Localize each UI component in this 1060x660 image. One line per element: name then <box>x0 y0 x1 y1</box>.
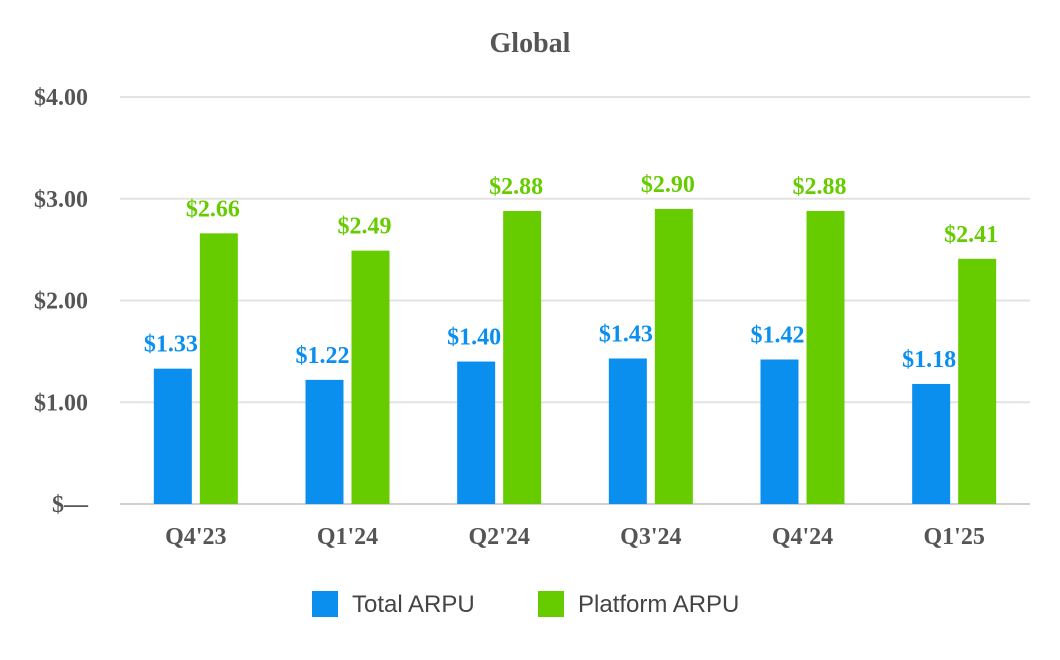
legend-swatch-total-arpu <box>312 591 338 617</box>
gridlines <box>120 96 1030 505</box>
data-label-platform-arpu: $2.41 <box>944 222 998 248</box>
bar-total-arpu <box>457 361 496 504</box>
data-label-platform-arpu: $2.66 <box>186 196 240 222</box>
bar-total-arpu <box>153 368 192 504</box>
data-label-platform-arpu: $2.90 <box>641 172 695 198</box>
x-tick-label: Q2'24 <box>468 524 529 550</box>
legend: Total ARPU Platform ARPU <box>312 591 739 618</box>
y-tick-label: $4.00 <box>34 85 88 111</box>
bar-total-arpu <box>760 359 799 504</box>
y-tick-label: $— <box>52 492 89 518</box>
bar-platform-arpu <box>351 250 390 504</box>
data-label-total-arpu: $1.33 <box>144 332 198 358</box>
data-labels: $1.33 $2.66 $1.22 $2.49 $1.40 $2.88 $1.43 $2.90… <box>144 172 998 373</box>
bar-total-arpu <box>305 379 344 504</box>
data-label-total-arpu: $1.18 <box>902 347 956 373</box>
x-tick-label: Q4'23 <box>165 524 226 550</box>
x-tick-label: Q1'24 <box>317 524 378 550</box>
data-label-total-arpu: $1.43 <box>599 321 653 347</box>
legend-label-platform-arpu: Platform ARPU <box>578 591 739 618</box>
x-axis-ticks: Q4'23 Q1'24 Q2'24 Q3'24 Q4'24 Q1'25 <box>165 524 985 550</box>
x-tick-label: Q3'24 <box>620 524 681 550</box>
data-label-platform-arpu: $2.88 <box>793 174 847 200</box>
bar-platform-arpu <box>958 258 997 504</box>
y-tick-label: $1.00 <box>34 390 88 416</box>
data-label-total-arpu: $1.40 <box>447 325 501 351</box>
bars <box>153 208 997 505</box>
legend-label-total-arpu: Total ARPU <box>352 591 475 618</box>
bar-platform-arpu <box>806 210 845 504</box>
legend-swatch-platform-arpu <box>538 591 564 617</box>
bar-total-arpu <box>912 383 951 504</box>
data-label-total-arpu: $1.42 <box>751 323 805 349</box>
bar-platform-arpu <box>503 210 542 504</box>
data-label-total-arpu: $1.22 <box>296 343 350 369</box>
y-axis-ticks: $— $1.00 $2.00 $3.00 $4.00 <box>34 85 89 518</box>
chart-title: Global <box>490 28 571 59</box>
y-tick-label: $3.00 <box>34 187 88 213</box>
x-tick-label: Q4'24 <box>772 524 833 550</box>
bar-total-arpu <box>608 358 647 504</box>
data-label-platform-arpu: $2.88 <box>489 174 543 200</box>
bar-platform-arpu <box>199 233 238 504</box>
x-tick-label: Q1'25 <box>923 524 984 550</box>
bar-platform-arpu <box>654 208 693 505</box>
y-tick-label: $2.00 <box>34 289 88 315</box>
data-label-platform-arpu: $2.49 <box>338 214 392 240</box>
